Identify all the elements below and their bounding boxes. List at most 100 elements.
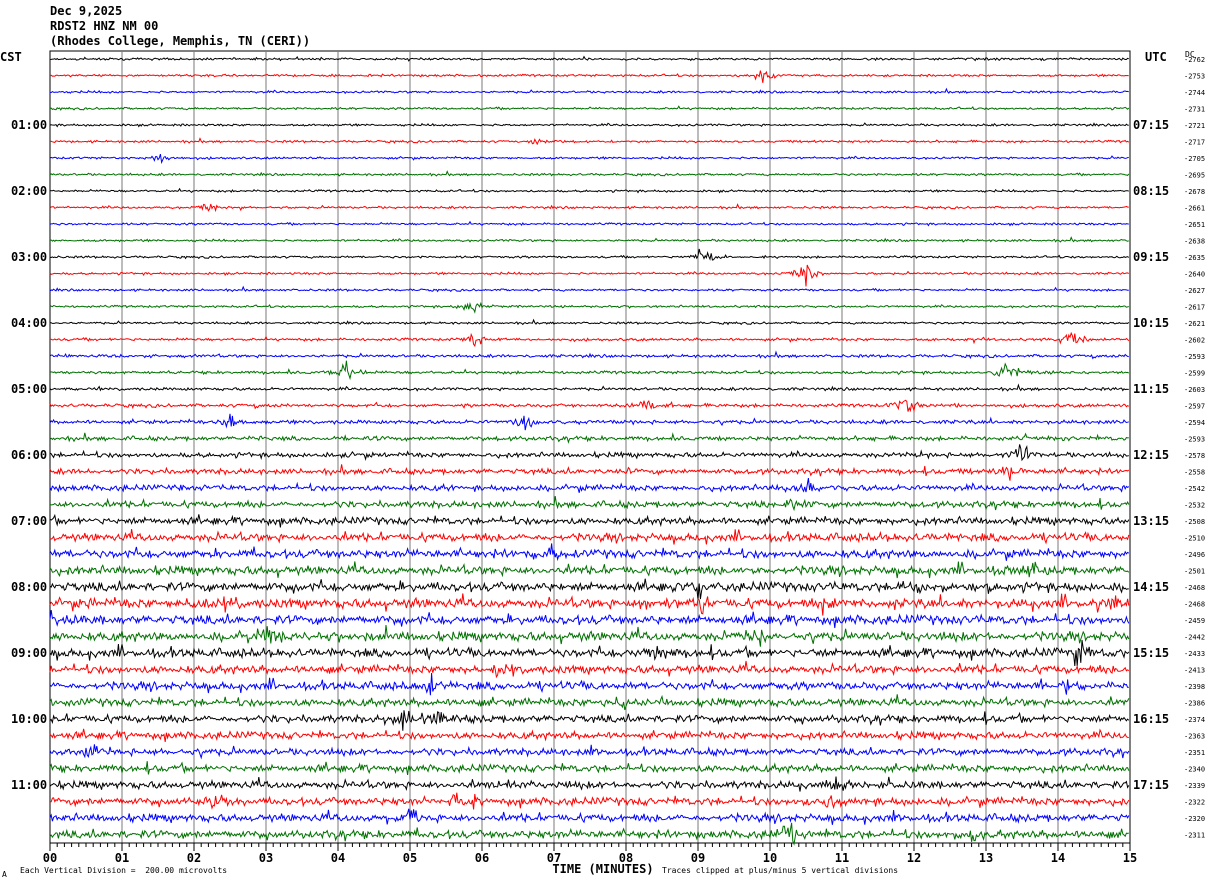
seismic-trace (49, 513, 1130, 528)
dc-offset-value: -2651 (1184, 221, 1205, 229)
seismic-trace (49, 610, 1130, 629)
seismic-trace (49, 464, 1130, 481)
dc-offset-value: -2413 (1184, 667, 1205, 675)
seismic-trace (49, 399, 1130, 413)
dc-offset-value: -2705 (1184, 155, 1205, 163)
seismic-trace (50, 318, 1130, 326)
cst-hour-label: 06:00 (11, 448, 47, 462)
dc-offset-value: -2386 (1184, 700, 1205, 708)
seismic-trace (49, 350, 1129, 360)
x-tick-label: 03 (259, 851, 273, 865)
dc-offset-value: -2744 (1184, 89, 1205, 97)
seismic-trace (49, 776, 1130, 792)
dc-offset-value: -2617 (1184, 304, 1205, 312)
seismic-trace (49, 203, 1129, 213)
dc-offset-value: -2433 (1184, 650, 1205, 658)
utc-hour-label: 13:15 (1133, 514, 1169, 528)
cst-hour-label: 10:00 (11, 712, 47, 726)
dc-offset-value: -2627 (1184, 287, 1205, 295)
dc-offset-value: -2510 (1184, 535, 1205, 543)
dc-offset-value: -2322 (1184, 799, 1205, 807)
station-location: (Rhodes College, Memphis, TN (CERI)) (50, 34, 311, 48)
x-tick-label: 07 (547, 851, 561, 865)
dc-offset-value: -2501 (1184, 568, 1205, 576)
dc-offset-value: -2762 (1184, 56, 1205, 64)
dc-offset-value: -2508 (1184, 518, 1205, 526)
seismic-trace (49, 248, 1130, 261)
seismic-trace (49, 264, 1130, 287)
dc-offset-value: -2599 (1184, 370, 1205, 378)
dc-offset-value: -2363 (1184, 733, 1205, 741)
x-tick-label: 09 (691, 851, 705, 865)
dc-offset-value: -2496 (1184, 551, 1205, 559)
seismic-trace (49, 822, 1129, 846)
x-tick-label: 04 (331, 851, 345, 865)
utc-hour-label: 11:15 (1133, 382, 1169, 396)
seismic-trace (49, 639, 1130, 667)
cst-hour-label: 08:00 (11, 580, 47, 594)
seismic-trace (49, 543, 1130, 562)
x-tick-label: 15 (1123, 851, 1137, 865)
x-tick-label: 05 (403, 851, 417, 865)
dc-offset-value: -2532 (1184, 502, 1205, 510)
cst-hour-label: 05:00 (11, 382, 47, 396)
dc-offset-value: -2603 (1184, 386, 1205, 394)
plot-frame (49, 50, 1131, 844)
x-axis-label: TIME (MINUTES) (552, 862, 653, 876)
dc-offset-value: -2678 (1184, 188, 1205, 196)
dc-offset-header: DC (1185, 50, 1195, 59)
dc-offset-value: -2593 (1184, 436, 1205, 444)
cst-hour-label: 09:00 (11, 646, 47, 660)
seismic-trace (49, 744, 1130, 760)
dc-offset-value: -2717 (1184, 139, 1205, 147)
helicorder-date: Dec 9,2025 (50, 4, 123, 18)
seismic-trace (49, 728, 1129, 742)
dc-offset-value: -2753 (1184, 73, 1205, 81)
axis-labels: CST UTC DC TIME (MINUTES) 00 01 02 03 04 05 06… (0, 50, 1205, 876)
dc-offset-value: -2339 (1184, 782, 1205, 790)
seismic-trace (49, 694, 1130, 711)
utc-hour-label: 12:15 (1133, 448, 1169, 462)
dc-offset-value: -2351 (1184, 749, 1205, 757)
dc-offset-value: -2602 (1184, 337, 1205, 345)
utc-hour-label: 08:15 (1133, 184, 1169, 198)
dc-offset-value: -2398 (1184, 683, 1205, 691)
dc-offset-value: -2695 (1184, 172, 1205, 180)
seismic-trace (49, 360, 1130, 381)
dc-offset-value: -2635 (1184, 254, 1205, 262)
x-tick-label: 14 (1051, 851, 1065, 865)
dc-offset-value: -2340 (1184, 766, 1205, 774)
seismic-trace (49, 761, 1130, 775)
utc-hour-label: 16:15 (1133, 712, 1169, 726)
seismic-trace (49, 187, 1129, 194)
dc-offset-value: -2597 (1184, 403, 1205, 411)
seismic-trace (49, 624, 1130, 647)
seismic-trace (49, 660, 1130, 679)
dc-offset-value: -2374 (1184, 716, 1205, 724)
x-tick-label: 00 (43, 851, 57, 865)
dc-offset-value: -2640 (1184, 271, 1205, 279)
seismic-trace (49, 236, 1129, 243)
seismic-trace (49, 220, 1129, 227)
dc-offset-value: -2558 (1184, 469, 1205, 477)
utc-hour-label: 09:15 (1133, 250, 1169, 264)
dc-offset-value: -2320 (1184, 815, 1205, 823)
seismic-trace (49, 808, 1130, 825)
x-tick-label: 01 (115, 851, 129, 865)
scale-note: Each Vertical Division = 200.00 microvol… (20, 866, 228, 875)
x-tick-label: 06 (475, 851, 489, 865)
cst-hour-label: 02:00 (11, 184, 47, 198)
seismic-trace (49, 710, 1130, 731)
x-tick-label: 13 (979, 851, 993, 865)
x-tick-label: 10 (763, 851, 777, 865)
seismic-trace (49, 153, 1129, 165)
seismic-trace (49, 122, 1129, 128)
seismic-trace (49, 105, 1130, 111)
utc-hour-label: 07:15 (1133, 118, 1169, 132)
dc-offset-value: -2638 (1184, 238, 1205, 246)
seismic-trace (49, 137, 1130, 146)
seismic-trace (49, 478, 1130, 493)
x-tick-label: 02 (187, 851, 201, 865)
seismic-trace (49, 170, 1130, 177)
